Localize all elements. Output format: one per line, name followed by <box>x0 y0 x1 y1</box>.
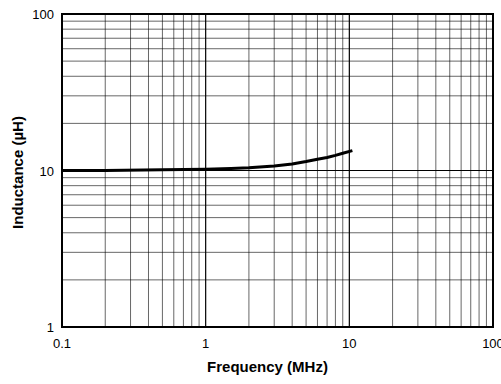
minor-grid-line <box>62 76 493 77</box>
plot-frame <box>62 14 493 327</box>
series-line <box>62 151 352 171</box>
minor-grid-line <box>62 48 493 49</box>
minor-grid-line <box>62 38 493 39</box>
minor-grid-line <box>62 177 493 178</box>
y-tick-label: 1 <box>47 320 54 335</box>
minor-grid-line <box>62 194 493 195</box>
chart: 0.1110100110100Frequency (MHz)Inductance… <box>0 0 501 384</box>
minor-grid-line <box>62 232 493 233</box>
x-tick-label: 10 <box>342 336 356 351</box>
x-tick-label: 0.1 <box>53 336 71 351</box>
grid <box>62 14 493 327</box>
x-tick-label: 1 <box>202 336 209 351</box>
y-axis-title: Inductance (µH) <box>9 116 26 229</box>
plot-data <box>62 151 352 171</box>
minor-grid-line <box>62 123 493 124</box>
minor-grid-line <box>62 29 493 30</box>
minor-grid-line <box>62 21 493 22</box>
chart-svg: 0.1110100110100Frequency (MHz)Inductance… <box>0 0 501 384</box>
minor-grid-line <box>62 61 493 62</box>
minor-grid-line <box>62 217 493 218</box>
minor-grid-line <box>62 185 493 186</box>
y-tick-label: 100 <box>32 7 54 22</box>
minor-grid-line <box>62 252 493 253</box>
minor-grid-line <box>62 95 493 96</box>
minor-grid-line <box>62 279 493 280</box>
minor-grid-line <box>62 205 493 206</box>
y-tick-label: 10 <box>40 164 54 179</box>
x-tick-label: 100 <box>482 336 501 351</box>
x-axis-title: Frequency (MHz) <box>207 358 328 375</box>
